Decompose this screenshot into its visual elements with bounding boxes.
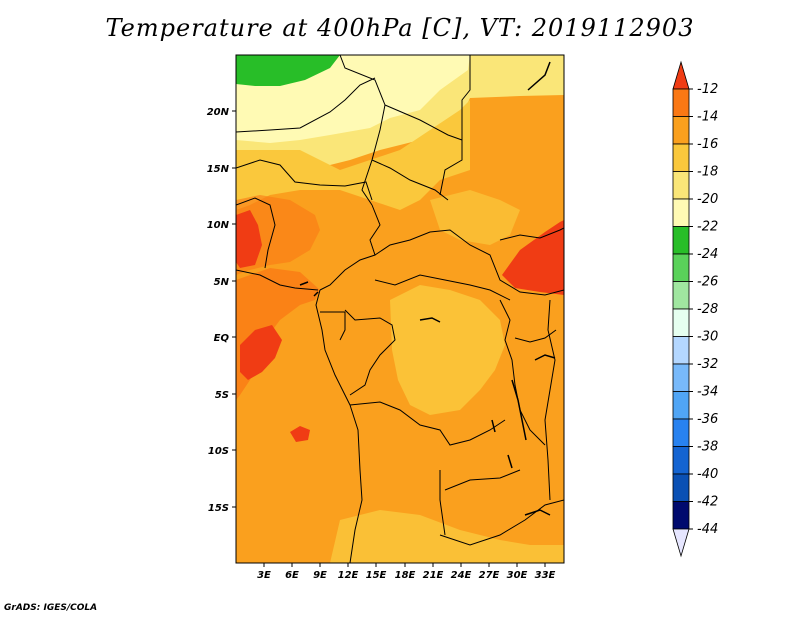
colorbar-segment	[672, 88, 690, 117]
colorbar-bottom-triangle	[672, 528, 690, 558]
colorbar-label: -34	[697, 385, 718, 400]
colorbar-segment	[672, 281, 690, 310]
colorbar-segment	[672, 391, 690, 420]
colorbar-segment	[672, 473, 690, 502]
y-tick-label: 5S	[215, 390, 229, 401]
colorbar-label: -44	[697, 522, 718, 537]
y-tick-label: EQ	[214, 333, 230, 344]
temp-hotspot-west-coast	[236, 210, 262, 268]
credit-label: GrADS: IGES/COLA	[4, 603, 98, 613]
colorbar-segment	[672, 363, 690, 392]
map-panel	[236, 55, 564, 563]
colorbar-label: -40	[697, 467, 718, 482]
temp-region-west-warm	[236, 268, 320, 400]
temp-region-sahel	[236, 100, 470, 210]
colorbar-segment	[672, 253, 690, 282]
x-tick-label: 18E	[395, 570, 416, 581]
colorbar-label: -16	[697, 137, 718, 152]
colorbar-label: -30	[697, 330, 718, 345]
y-tick-label: 10S	[208, 446, 229, 457]
colorbar-segment	[672, 143, 690, 172]
temp-region-congo	[390, 285, 505, 415]
y-axis: 20N 15N 10N 5N EQ 5S 10S 15S	[207, 107, 236, 514]
x-tick-label: 27E	[479, 570, 500, 581]
colorbar-segment	[672, 171, 690, 200]
colorbar-top-triangle	[672, 60, 690, 90]
colorbar-segment	[672, 308, 690, 337]
x-tick-label: 21E	[423, 570, 444, 581]
colorbar-label: -38	[697, 440, 718, 455]
x-tick-label: 15E	[366, 570, 387, 581]
x-tick-label: 9E	[313, 570, 327, 581]
temp-hotspot-east	[502, 220, 564, 295]
colorbar-label: -22	[697, 220, 718, 235]
map-title: Temperature at 400hPa [C], VT: 201911290…	[105, 14, 695, 42]
temp-hotspot-small	[290, 426, 310, 442]
x-tick-label: 12E	[338, 570, 359, 581]
x-tick-label: 30E	[507, 570, 528, 581]
colorbar-segment	[672, 116, 690, 145]
colorbar-label: -28	[697, 302, 718, 317]
colorbar-label: -14	[697, 110, 718, 125]
x-tick-label: 33E	[535, 570, 556, 581]
colorbar-label: -18	[697, 165, 718, 180]
temp-region-green	[236, 55, 340, 86]
temp-hotspot-atlantic	[240, 325, 282, 380]
x-tick-label: 3E	[257, 570, 271, 581]
map-frame	[235, 54, 565, 564]
colorbar-label: -20	[697, 192, 718, 207]
colorbar: -12 -14 -16 -18 -20 -22 -24 -26 -28 -30 -32 -34 -36 -…	[672, 60, 718, 558]
temp-region-south	[330, 510, 564, 563]
colorbar-segment	[672, 336, 690, 365]
y-tick-label: 15N	[207, 164, 230, 175]
y-tick-label: 10N	[207, 220, 230, 231]
colorbar-label: -12	[697, 82, 718, 97]
colorbar-segment	[672, 226, 690, 255]
country-borders	[236, 55, 564, 563]
x-tick-label: 24E	[451, 570, 472, 581]
colorbar-label: -32	[697, 357, 718, 372]
x-tick-label: 6E	[285, 570, 299, 581]
colorbar-label: -26	[697, 275, 718, 290]
y-tick-label: 15S	[208, 503, 229, 514]
colorbar-label: -42	[697, 495, 718, 510]
x-axis: 3E 6E 9E 12E 15E 18E 21E 24E 27E 30E 33E	[257, 563, 556, 581]
colorbar-segment	[672, 446, 690, 475]
colorbar-segment	[672, 198, 690, 227]
colorbar-segment	[672, 418, 690, 447]
colorbar-label: -36	[697, 412, 718, 427]
y-tick-label: 20N	[207, 107, 230, 118]
colorbar-segment	[672, 501, 690, 530]
colorbar-label: -24	[697, 247, 718, 262]
y-tick-label: 5N	[214, 277, 230, 288]
